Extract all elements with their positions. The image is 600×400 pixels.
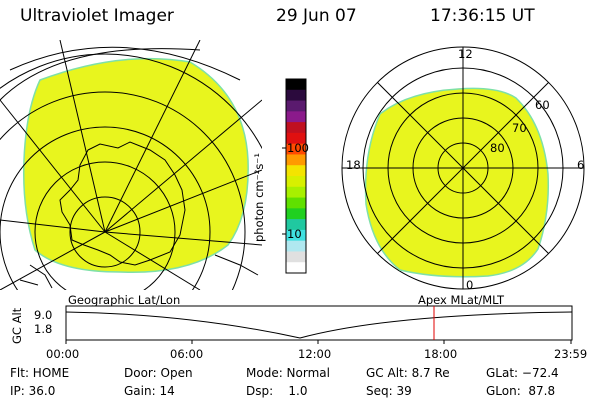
polar-lat-80: 80 [490,141,505,155]
colorbar-segment [286,154,306,166]
geo-lon-line [59,40,106,233]
polar-lat-70: 70 [512,121,527,135]
colorbar [282,78,307,274]
polar-lat-60: 60 [535,98,550,112]
header-date: 29 Jun 07 [276,6,357,26]
colorbar-segment [286,100,306,112]
colorbar-segment [286,176,306,188]
geo-lon-line [104,99,262,233]
status-flt: Flt: HOME [10,366,70,380]
colorbar-unit-label: photon cm⁻²s⁻¹ [252,153,266,242]
geographic-map [0,40,262,290]
geo-lat-circle [0,91,246,290]
geo-lon-line [104,40,201,233]
timeline-xtick: 00:00 [46,347,80,361]
polar-image-fill [364,87,550,278]
colorbar-segment [286,208,306,220]
timeline-frame [65,305,573,341]
geo-lat-circle [69,196,141,268]
geo-outer-arc-2 [9,46,241,81]
geo-lat-circle [34,161,176,290]
geo-lat-circle [0,53,262,150]
status-mode: Mode: Normal [246,366,330,380]
status-glon: GLon: 87.8 [486,384,556,398]
colorbar-segment [286,186,306,199]
colorbar-tick-10: 10 [287,227,302,241]
colorbar-segment [286,240,306,252]
polar-map [341,46,585,290]
timeline-altitude-curve [65,311,573,339]
status-gc-alt: GC Alt: 8.7 Re [366,366,450,380]
colorbar-segment [286,122,306,134]
geo-lon-line [0,231,106,290]
colorbar-frame [285,78,307,274]
geo-coastline-fragment [19,264,53,289]
colorbar-segment [286,229,306,242]
status-gain: Gain: 14 [124,384,175,398]
colorbar-segment [286,165,306,177]
polar-mlt-12: 12 [458,47,473,61]
timeline-ytick-top: 9.0 [34,308,53,322]
geo-outer-arc [0,48,201,101]
status-ip: IP: 36.0 [10,384,56,398]
app-title: Ultraviolet Imager [20,6,174,26]
timeline-plot [65,305,573,344]
polar-mlt-18: 18 [346,158,361,172]
colorbar-tick-100: 100 [287,141,309,155]
colorbar-segment [286,132,306,145]
colorbar-segment [286,197,306,209]
polar-meridian [377,82,549,254]
colorbar-segment [286,111,306,123]
geo-lat-circle [0,126,211,290]
timeline-xtick: 06:00 [170,347,204,361]
geo-lon-line [0,219,106,233]
colorbar-segment [286,262,306,274]
timeline-ytick-bottom: 1.8 [34,322,53,336]
colorbar-segment [286,89,306,102]
colorbar-segment [286,219,306,231]
geo-lon-line [0,99,106,233]
timeline-ylabel: GC Alt [10,307,24,344]
geo-lon-line [104,231,201,290]
timeline-xtick: 18:00 [424,347,458,361]
polar-mlt-6: 6 [577,158,585,172]
colorbar-segment [286,143,306,155]
polar-mlt-0: 0 [466,278,474,292]
geo-lon-line [104,231,262,246]
timeline-xtick: 23:59 [554,347,588,361]
geo-coastline [59,141,186,266]
status-glat: GLat: −72.4 [486,366,559,380]
status-dsp: Dsp: 1.0 [246,384,308,398]
status-door: Door: Open [124,366,193,380]
status-seq: Seq: 39 [366,384,412,398]
geo-map-label: Geographic Lat/Lon [68,293,181,307]
colorbar-segment [286,251,306,263]
geo-coastline-fragment [214,254,259,276]
geo-image-fill [23,57,249,274]
header-time: 17:36:15 UT [430,6,535,26]
timeline-xtick: 12:00 [298,347,332,361]
polar-map-label: Apex MLat/MLT [418,293,505,307]
colorbar-segment [286,79,306,91]
